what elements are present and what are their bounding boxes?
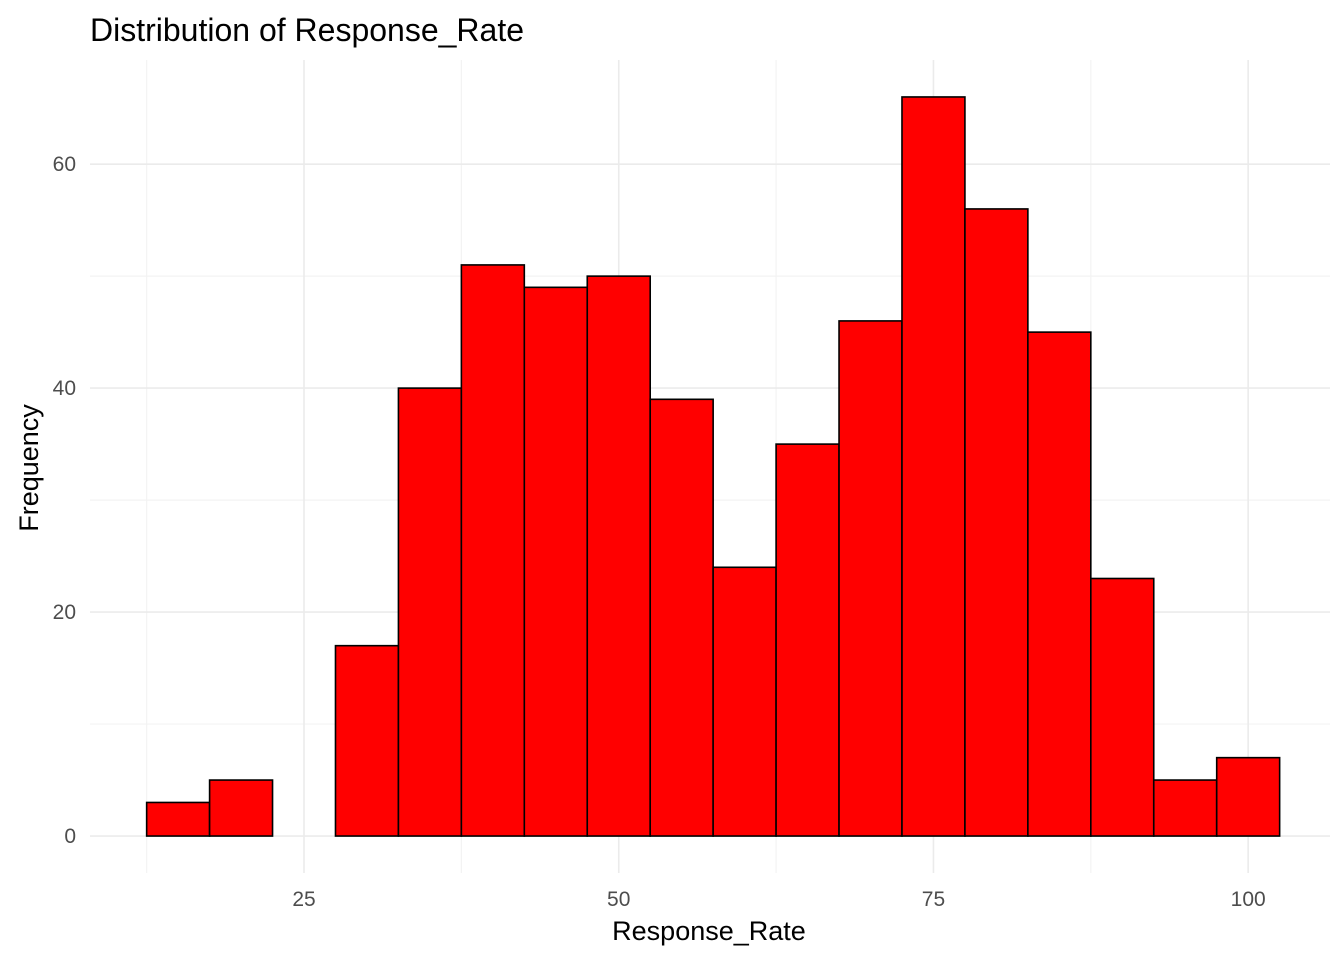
histogram-bar-3 bbox=[334, 644, 400, 837]
histogram-bar-14 bbox=[1027, 331, 1092, 837]
histogram-bar-13 bbox=[964, 208, 1029, 837]
y-axis-tick-labels: 0 20 40 60 bbox=[53, 153, 76, 848]
histogram-bar-1 bbox=[208, 779, 274, 837]
y-tick-label-2: 40 bbox=[53, 377, 76, 400]
x-tick-label-0: 25 bbox=[292, 888, 315, 911]
y-axis-title: Frequency bbox=[14, 404, 44, 532]
histogram-bar-4 bbox=[397, 387, 463, 837]
histogram-bar-16 bbox=[1152, 779, 1218, 837]
x-axis-title: Response_Rate bbox=[612, 916, 806, 946]
histogram-bar-10 bbox=[775, 443, 840, 837]
histogram-bar-0 bbox=[145, 801, 211, 837]
x-axis-tick-labels: 25 50 75 100 bbox=[292, 888, 1265, 911]
x-tick-label-2: 75 bbox=[922, 888, 945, 911]
histogram-bars bbox=[145, 96, 1281, 837]
y-tick-label-0: 0 bbox=[64, 825, 76, 848]
x-tick-label-3: 100 bbox=[1231, 888, 1266, 911]
y-tick-label-3: 60 bbox=[53, 153, 76, 176]
histogram-bar-11 bbox=[838, 320, 903, 837]
chart-title: Distribution of Response_Rate bbox=[90, 12, 524, 48]
histogram-bar-9 bbox=[712, 566, 777, 837]
histogram-bar-17 bbox=[1215, 756, 1281, 837]
histogram-bar-6 bbox=[523, 286, 589, 837]
histogram-bar-15 bbox=[1090, 577, 1155, 837]
x-tick-label-1: 50 bbox=[607, 888, 630, 911]
histogram-bar-5 bbox=[460, 264, 526, 837]
histogram-bar-8 bbox=[649, 398, 714, 837]
histogram-bar-12 bbox=[901, 96, 966, 837]
histogram-bar-7 bbox=[586, 275, 652, 837]
y-tick-label-1: 20 bbox=[53, 601, 76, 624]
